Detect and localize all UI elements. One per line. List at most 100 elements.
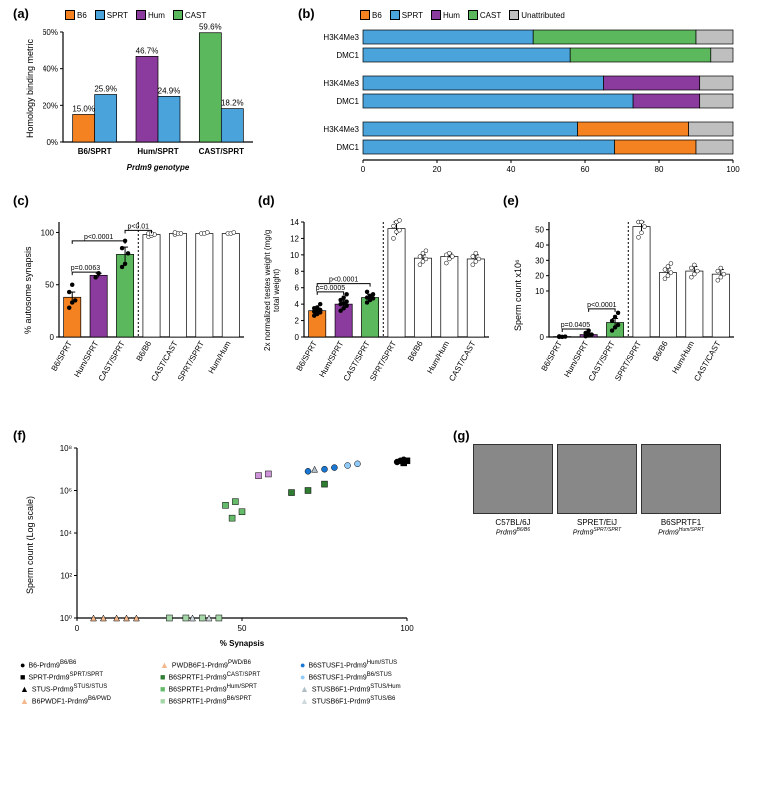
svg-text:B6/SPRT: B6/SPRT (78, 147, 112, 156)
svg-text:30: 30 (535, 256, 544, 265)
svg-text:CAST/SPRT: CAST/SPRT (342, 339, 372, 382)
svg-text:100: 100 (726, 165, 740, 174)
svg-text:B6/SPRT: B6/SPRT (540, 339, 564, 372)
svg-text:12: 12 (290, 234, 299, 243)
svg-text:H3K4Me3: H3K4Me3 (323, 79, 359, 88)
panel-f-legend: ●B6-Prdm9B6/B6■SPRT-Prdm9SPRT/SPRT▲STUS-… (20, 660, 430, 708)
svg-text:0: 0 (540, 333, 545, 342)
svg-text:Hum/Hum: Hum/Hum (207, 339, 233, 375)
panel-e: (e) Sperm count x10⁶ 01020304050B6/SPRTH… (505, 195, 750, 415)
svg-text:20%: 20% (43, 101, 58, 110)
panel-e-chart: 0 10 20 30 40 50 B6/SPRTHum/SPRTCAST/SPRTSPRT/… (527, 197, 752, 412)
svg-text:p=0.0405: p=0.0405 (561, 322, 590, 329)
svg-text:14: 14 (290, 218, 299, 227)
panel-f: (f) Sperm count (Log scale) 10⁰10²10⁴10⁶… (15, 430, 435, 780)
svg-text:10⁸: 10⁸ (60, 444, 72, 453)
svg-text:Attribution of hotspots (%): Attribution of hotspots (%) (497, 178, 599, 179)
svg-text:H3K4Me3: H3K4Me3 (323, 125, 359, 134)
svg-text:100: 100 (400, 624, 414, 633)
panel-c-chart: 050100B6/SPRTHum/SPRTCAST/SPRTB6/B6CAST/… (37, 197, 252, 412)
svg-text:Hum/SPRT: Hum/SPRT (72, 339, 100, 379)
svg-text:40%: 40% (43, 65, 58, 74)
panel-a-ytitle: Homology binding metric (25, 38, 35, 138)
svg-text:40: 40 (507, 165, 516, 174)
panel-b-legend: B6SPRTHumCASTUnattributed (360, 10, 565, 20)
panel-e-ytitle: Sperm count x10⁶ (513, 245, 523, 345)
svg-text:80: 80 (655, 165, 664, 174)
svg-text:DMC1: DMC1 (336, 51, 359, 60)
svg-text:p<0.01: p<0.01 (127, 223, 149, 230)
svg-text:CAST/SPRT: CAST/SPRT (97, 339, 127, 382)
panel-b-chart: H3K4Me3DMC1H3K4Me3DMC1H3K4Me3DMC10204060… (308, 24, 748, 179)
svg-text:10⁴: 10⁴ (60, 529, 73, 538)
svg-text:H3K4Me3: H3K4Me3 (323, 33, 359, 42)
svg-text:p=0.0005: p=0.0005 (316, 285, 345, 292)
svg-text:Hum/SPRT: Hum/SPRT (137, 147, 178, 156)
svg-text:Prdm9 genotype: Prdm9 genotype (127, 163, 190, 172)
svg-text:60%: 60% (43, 28, 58, 37)
svg-text:50: 50 (45, 281, 54, 290)
svg-text:SPRT/SPRT: SPRT/SPRT (368, 339, 398, 382)
svg-text:% Synapsis: % Synapsis (220, 639, 265, 648)
svg-text:p=0.0063: p=0.0063 (71, 265, 100, 272)
svg-text:CAST/SPRT: CAST/SPRT (587, 339, 617, 382)
svg-text:SPRT/SPRT: SPRT/SPRT (613, 339, 643, 382)
svg-text:10⁶: 10⁶ (60, 487, 72, 496)
svg-text:10²: 10² (60, 572, 72, 581)
svg-text:0%: 0% (46, 138, 58, 147)
svg-text:4: 4 (295, 300, 300, 309)
panel-d: (d) 2x normalized testes weight (mg/g to… (260, 195, 495, 415)
svg-text:p<0.0001: p<0.0001 (84, 234, 113, 241)
microscopy-image (473, 444, 553, 514)
svg-text:50: 50 (535, 226, 544, 235)
svg-text:CAST/CAST: CAST/CAST (149, 339, 179, 382)
panel-d-chart: 02468101214B6/SPRTHum/SPRTCAST/SPRTSPRT/… (282, 197, 497, 412)
svg-text:50: 50 (238, 624, 247, 633)
svg-text:0: 0 (361, 165, 366, 174)
panel-b-label: (b) (298, 6, 315, 21)
svg-text:40: 40 (535, 241, 544, 250)
panel-g-label: (g) (453, 428, 470, 443)
panel-d-ytitle: 2x normalized testes weight (mg/g total … (263, 225, 281, 355)
svg-text:B6/B6: B6/B6 (651, 339, 670, 363)
panel-a-label: (a) (13, 6, 29, 21)
panel-d-label: (d) (258, 193, 275, 208)
svg-text:15.0%: 15.0% (72, 105, 95, 114)
svg-text:25.9%: 25.9% (94, 85, 117, 94)
svg-text:DMC1: DMC1 (336, 143, 359, 152)
svg-text:24.9%: 24.9% (158, 86, 181, 95)
panel-b: (b) B6SPRTHumCASTUnattributed H3K4Me3 DMC… (300, 8, 750, 183)
panel-e-label: (e) (503, 193, 519, 208)
svg-text:p<0.0001: p<0.0001 (329, 277, 358, 284)
svg-text:18.2%: 18.2% (221, 99, 244, 108)
svg-text:CAST/CAST: CAST/CAST (447, 339, 477, 382)
svg-text:10: 10 (290, 251, 299, 260)
panel-f-chart: 10⁰10²10⁴10⁶10⁸050100% Synapsis (47, 438, 427, 653)
panel-g-images: C57BL/6JPrdm9B6/B6SPRET/EiJPrdm9SPRT/SPR… (473, 444, 721, 536)
panel-a: (a) B6SPRTHumCAST Homology binding metri… (15, 8, 265, 183)
svg-text:Hum/Hum: Hum/Hum (425, 339, 451, 375)
panel-a-chart: 0%20%40%60%15.0%25.9%46.7%24.9%59.6%18.2… (43, 22, 273, 182)
svg-text:p<0.0001: p<0.0001 (587, 302, 616, 309)
svg-text:46.7%: 46.7% (136, 46, 159, 55)
panel-c-ytitle: % autosome synapsis (23, 235, 33, 345)
svg-text:60: 60 (581, 165, 590, 174)
panel-c: (c) % autosome synapsis 050100B6/SPRTHum… (15, 195, 250, 415)
svg-text:CAST/SPRT: CAST/SPRT (199, 147, 244, 156)
microscopy-image (557, 444, 637, 514)
svg-text:SPRT/SPRT: SPRT/SPRT (176, 339, 206, 382)
svg-text:20: 20 (535, 272, 544, 281)
svg-text:10⁰: 10⁰ (60, 614, 72, 623)
svg-text:Hum/Hum: Hum/Hum (670, 339, 696, 375)
svg-text:10: 10 (535, 287, 544, 296)
svg-text:Hum/SPRT: Hum/SPRT (562, 339, 590, 379)
svg-text:B6/B6: B6/B6 (135, 339, 154, 363)
svg-text:CAST/CAST: CAST/CAST (692, 339, 722, 382)
svg-text:0: 0 (295, 333, 300, 342)
panel-f-ytitle: Sperm count (Log scale) (25, 470, 35, 620)
svg-text:8: 8 (295, 267, 300, 276)
svg-text:2: 2 (295, 317, 300, 326)
svg-text:B6/SPRT: B6/SPRT (295, 339, 319, 372)
svg-text:Hum/SPRT: Hum/SPRT (317, 339, 345, 379)
svg-text:B6/SPRT: B6/SPRT (50, 339, 74, 372)
